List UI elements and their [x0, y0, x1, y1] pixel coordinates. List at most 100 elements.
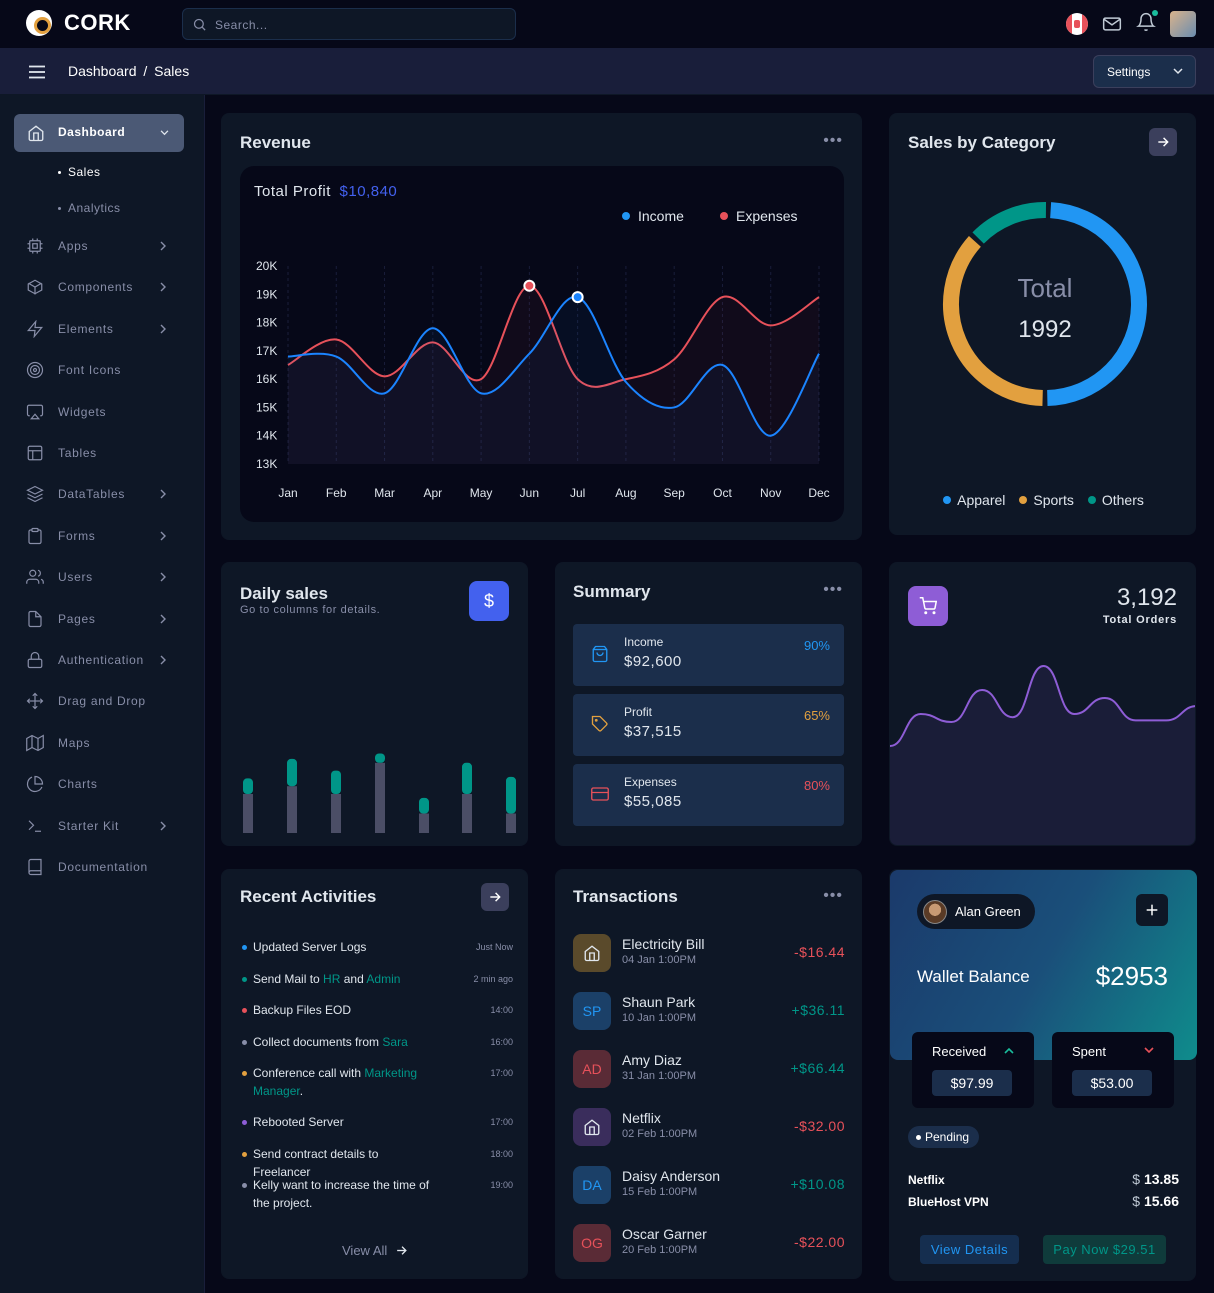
transaction-row[interactable]: Netflix 02 Feb 1:00PM -$32.00 — [573, 1108, 845, 1148]
sidebar-item-datatables[interactable]: DataTables — [26, 484, 186, 504]
bar-segment-base[interactable] — [462, 794, 472, 833]
category-donut-chart: Total 1992 — [943, 202, 1147, 406]
summary-profit[interactable]: Profit $37,515 65% — [573, 694, 844, 756]
sidebar-item-forms[interactable]: Forms — [26, 526, 186, 546]
notification-button[interactable] — [1136, 9, 1158, 37]
bar-segment-base[interactable] — [243, 794, 253, 833]
sidebar-item-starter-kit[interactable]: Starter Kit — [26, 816, 186, 836]
arrow-right-button[interactable] — [1149, 128, 1177, 156]
donut-slice-others[interactable] — [972, 202, 1047, 244]
logo[interactable]: CORK — [26, 10, 131, 36]
summary-income[interactable]: Income $92,600 90% — [573, 624, 844, 686]
legend-dot — [622, 212, 630, 220]
bar-segment-base[interactable] — [331, 794, 341, 833]
user-avatar[interactable] — [1170, 11, 1196, 37]
x-tick-label: Jan — [278, 486, 297, 500]
settings-dropdown[interactable]: Settings — [1093, 55, 1196, 88]
legend-others[interactable]: Others — [1087, 492, 1144, 508]
arrow-right-button[interactable] — [481, 883, 509, 911]
arrow-right-icon — [490, 892, 501, 902]
sidebar-item-pages[interactable]: Pages — [26, 609, 186, 629]
bar-segment-top[interactable] — [419, 797, 429, 814]
transaction-amount: -$16.44 — [794, 944, 845, 960]
sidebar-item-label: Starter Kit — [58, 819, 120, 833]
y-tick-label: 13K — [256, 457, 277, 471]
donut-legend: Apparel Sports Others — [890, 492, 1197, 508]
sidebar-item-users[interactable]: Users — [26, 567, 186, 587]
sidebar-item-maps[interactable]: Maps — [26, 733, 186, 753]
legend-sports[interactable]: Sports — [1019, 492, 1074, 508]
sidebar-item-drag-and-drop[interactable]: Drag and Drop — [26, 691, 186, 711]
legend-income[interactable]: Income — [622, 208, 684, 224]
legend-expenses[interactable]: Expenses — [720, 208, 797, 224]
sidebar-item-elements[interactable]: Elements — [26, 319, 186, 339]
sidebar-subitem-analytics[interactable]: Analytics — [58, 201, 121, 215]
pay-now-button[interactable]: Pay Now $29.51 — [1043, 1235, 1166, 1264]
chevron-right-icon — [160, 282, 166, 292]
area-expenses — [288, 285, 819, 464]
spent-value: $53.00 — [1072, 1070, 1152, 1096]
received-box[interactable]: Received $97.99 — [912, 1032, 1034, 1108]
sidebar-item-tables[interactable]: Tables — [26, 443, 186, 463]
bar-segment-base[interactable] — [287, 786, 297, 833]
donut-slice-sports[interactable] — [943, 236, 1043, 406]
canada-flag-icon[interactable] — [1066, 13, 1088, 35]
menu-icon[interactable] — [28, 65, 46, 79]
sidebar-item-label: Documentation — [58, 860, 148, 874]
bar-segment-base[interactable] — [419, 813, 429, 834]
transaction-row[interactable]: AD Amy Diaz 31 Jan 1:00PM +$66.44 — [573, 1050, 845, 1090]
donut-total-label: Total — [1018, 273, 1073, 303]
mail-icon[interactable] — [1102, 14, 1122, 34]
donut-slice-apparel[interactable] — [1047, 202, 1147, 406]
transaction-row[interactable]: DA Daisy Anderson 15 Feb 1:00PM +$10.08 — [573, 1166, 845, 1206]
home-icon — [28, 125, 44, 142]
sidebar-item-authentication[interactable]: Authentication — [26, 650, 186, 670]
sidebar-item-apps[interactable]: Apps — [26, 236, 186, 256]
transaction-date: 15 Feb 1:00PM — [622, 1186, 698, 1198]
more-options-icon[interactable]: ••• — [823, 132, 843, 149]
income-peak-marker[interactable] — [571, 291, 584, 304]
expenses-peak-marker[interactable] — [523, 279, 536, 292]
sidebar-item-font-icons[interactable]: Font Icons — [26, 360, 186, 380]
breadcrumb-parent[interactable]: Dashboard — [68, 63, 137, 79]
transaction-avatar: DA — [573, 1166, 611, 1204]
bar-segment-top[interactable] — [287, 758, 297, 787]
wallet-item-name: BlueHost VPN — [908, 1195, 989, 1209]
bar-segment-base[interactable] — [375, 762, 385, 833]
more-options-icon[interactable]: ••• — [823, 581, 843, 598]
search-input[interactable] — [215, 15, 495, 35]
view-all-link[interactable]: View All — [342, 1243, 408, 1258]
sidebar-subitem-sales[interactable]: Sales — [58, 165, 101, 179]
view-details-button[interactable]: View Details — [920, 1235, 1019, 1264]
bar-segment-base[interactable] — [506, 813, 516, 834]
activity-text: Rebooted Server — [253, 1115, 344, 1129]
bar-segment-top[interactable] — [331, 770, 341, 794]
summary-title: Summary — [573, 582, 651, 601]
revenue-line-chart: 20K 19K 18K 17K 16K 15K 14K 13K Jan Feb Mar Apr May J… — [256, 259, 830, 500]
sidebar-item-components[interactable]: Components — [26, 277, 186, 297]
spent-box[interactable]: Spent $53.00 — [1052, 1032, 1174, 1108]
transaction-row[interactable]: OG Oscar Garner 20 Feb 1:00PM -$22.00 — [573, 1224, 845, 1264]
sidebar-item-charts[interactable]: Charts — [26, 774, 186, 794]
layout-icon — [27, 445, 43, 461]
sidebar-item-dashboard[interactable]: Dashboard — [14, 114, 184, 152]
total-profit: Total Profit $10,840 — [254, 183, 397, 200]
more-options-icon[interactable]: ••• — [823, 887, 843, 904]
sidebar-item-documentation[interactable]: Documentation — [26, 857, 186, 877]
line-expenses — [287, 284, 820, 388]
summary-card: Summary ••• Income $92,600 90% Profit $37,51… — [555, 562, 862, 846]
summary-expenses[interactable]: Expenses $55,085 80% — [573, 764, 844, 826]
transaction-row[interactable]: Electricity Bill 04 Jan 1:00PM -$16.44 — [573, 934, 845, 974]
bar-segment-top[interactable] — [462, 762, 472, 794]
legend-apparel[interactable]: Apparel — [943, 492, 1005, 508]
sidebar-item-widgets[interactable]: Widgets — [26, 402, 186, 422]
wallet-user-badge[interactable]: Alan Green — [917, 894, 1035, 929]
total-orders-card: 3,192 Total Orders — [889, 562, 1196, 846]
bar-segment-top[interactable] — [506, 776, 516, 814]
y-tick-label: 19K — [256, 287, 277, 301]
bar-segment-top[interactable] — [375, 753, 385, 763]
bar-segment-top[interactable] — [243, 778, 253, 794]
transaction-row[interactable]: SP Shaun Park 10 Jan 1:00PM +$36.11 — [573, 992, 845, 1032]
add-button[interactable] — [1136, 894, 1168, 926]
view-all-label: View All — [342, 1243, 388, 1258]
